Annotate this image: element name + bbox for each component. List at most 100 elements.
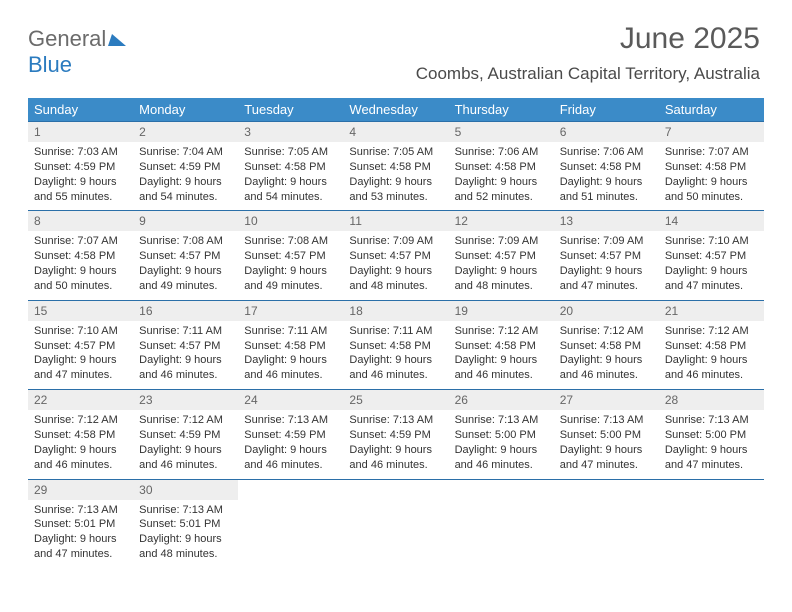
daylight-text: Daylight: 9 hours and 48 minutes. bbox=[349, 264, 442, 294]
day-number-cell: 18 bbox=[343, 300, 448, 321]
sunrise-text: Sunrise: 7:05 AM bbox=[349, 145, 442, 160]
sunset-text: Sunset: 4:58 PM bbox=[349, 160, 442, 175]
sunrise-text: Sunrise: 7:12 AM bbox=[455, 324, 548, 339]
sunset-text: Sunset: 4:57 PM bbox=[455, 249, 548, 264]
day-number-cell: 20 bbox=[554, 300, 659, 321]
day-content-row: Sunrise: 7:12 AMSunset: 4:58 PMDaylight:… bbox=[28, 410, 764, 479]
daylight-text: Daylight: 9 hours and 50 minutes. bbox=[34, 264, 127, 294]
logo-flag-icon bbox=[108, 32, 128, 48]
day-content-cell bbox=[238, 500, 343, 568]
daylight-text: Daylight: 9 hours and 46 minutes. bbox=[244, 443, 337, 473]
daylight-text: Daylight: 9 hours and 54 minutes. bbox=[139, 175, 232, 205]
sunrise-text: Sunrise: 7:11 AM bbox=[139, 324, 232, 339]
daylight-text: Daylight: 9 hours and 47 minutes. bbox=[34, 532, 127, 562]
sunrise-text: Sunrise: 7:12 AM bbox=[560, 324, 653, 339]
day-number-cell: 14 bbox=[659, 211, 764, 232]
day-number-cell: 6 bbox=[554, 122, 659, 143]
sunset-text: Sunset: 5:00 PM bbox=[560, 428, 653, 443]
sunrise-text: Sunrise: 7:05 AM bbox=[244, 145, 337, 160]
sunrise-text: Sunrise: 7:13 AM bbox=[349, 413, 442, 428]
sunrise-text: Sunrise: 7:10 AM bbox=[665, 234, 758, 249]
weekday-header: Friday bbox=[554, 98, 659, 122]
day-number-cell: 16 bbox=[133, 300, 238, 321]
day-content-row: Sunrise: 7:13 AMSunset: 5:01 PMDaylight:… bbox=[28, 500, 764, 568]
day-number-cell: 11 bbox=[343, 211, 448, 232]
day-content-cell: Sunrise: 7:10 AMSunset: 4:57 PMDaylight:… bbox=[659, 231, 764, 300]
day-number-cell: 25 bbox=[343, 390, 448, 411]
sunrise-text: Sunrise: 7:13 AM bbox=[560, 413, 653, 428]
day-number-cell: 17 bbox=[238, 300, 343, 321]
sunrise-text: Sunrise: 7:03 AM bbox=[34, 145, 127, 160]
day-content-cell: Sunrise: 7:10 AMSunset: 4:57 PMDaylight:… bbox=[28, 321, 133, 390]
day-content-cell: Sunrise: 7:05 AMSunset: 4:58 PMDaylight:… bbox=[238, 142, 343, 211]
day-number-row: 22232425262728 bbox=[28, 390, 764, 411]
sunset-text: Sunset: 5:01 PM bbox=[139, 517, 232, 532]
logo-text-2: Blue bbox=[28, 52, 72, 77]
day-number-row: 2930 bbox=[28, 479, 764, 500]
sunrise-text: Sunrise: 7:13 AM bbox=[139, 503, 232, 518]
weekday-header: Monday bbox=[133, 98, 238, 122]
daylight-text: Daylight: 9 hours and 51 minutes. bbox=[560, 175, 653, 205]
day-content-cell: Sunrise: 7:03 AMSunset: 4:59 PMDaylight:… bbox=[28, 142, 133, 211]
daylight-text: Daylight: 9 hours and 47 minutes. bbox=[560, 264, 653, 294]
day-content-cell: Sunrise: 7:13 AMSunset: 5:00 PMDaylight:… bbox=[659, 410, 764, 479]
daylight-text: Daylight: 9 hours and 49 minutes. bbox=[139, 264, 232, 294]
sunset-text: Sunset: 4:59 PM bbox=[139, 428, 232, 443]
day-number-cell: 19 bbox=[449, 300, 554, 321]
sunset-text: Sunset: 4:58 PM bbox=[455, 160, 548, 175]
sunset-text: Sunset: 4:58 PM bbox=[455, 339, 548, 354]
day-content-cell: Sunrise: 7:11 AMSunset: 4:58 PMDaylight:… bbox=[343, 321, 448, 390]
day-content-cell: Sunrise: 7:09 AMSunset: 4:57 PMDaylight:… bbox=[449, 231, 554, 300]
daylight-text: Daylight: 9 hours and 47 minutes. bbox=[665, 443, 758, 473]
sunset-text: Sunset: 5:00 PM bbox=[455, 428, 548, 443]
day-content-cell: Sunrise: 7:11 AMSunset: 4:58 PMDaylight:… bbox=[238, 321, 343, 390]
calendar-table: SundayMondayTuesdayWednesdayThursdayFrid… bbox=[28, 98, 764, 568]
day-number-cell: 15 bbox=[28, 300, 133, 321]
location-text: Coombs, Australian Capital Territory, Au… bbox=[416, 64, 760, 84]
day-content-cell: Sunrise: 7:06 AMSunset: 4:58 PMDaylight:… bbox=[449, 142, 554, 211]
sunrise-text: Sunrise: 7:09 AM bbox=[560, 234, 653, 249]
sunrise-text: Sunrise: 7:13 AM bbox=[34, 503, 127, 518]
day-content-cell: Sunrise: 7:12 AMSunset: 4:58 PMDaylight:… bbox=[659, 321, 764, 390]
sunrise-text: Sunrise: 7:13 AM bbox=[665, 413, 758, 428]
daylight-text: Daylight: 9 hours and 46 minutes. bbox=[560, 353, 653, 383]
sunrise-text: Sunrise: 7:06 AM bbox=[560, 145, 653, 160]
day-content-cell: Sunrise: 7:12 AMSunset: 4:59 PMDaylight:… bbox=[133, 410, 238, 479]
day-number-cell: 27 bbox=[554, 390, 659, 411]
daylight-text: Daylight: 9 hours and 46 minutes. bbox=[349, 443, 442, 473]
day-number-cell: 26 bbox=[449, 390, 554, 411]
day-number-cell bbox=[554, 479, 659, 500]
day-number-cell: 3 bbox=[238, 122, 343, 143]
day-content-cell bbox=[343, 500, 448, 568]
day-content-cell bbox=[449, 500, 554, 568]
day-number-cell: 4 bbox=[343, 122, 448, 143]
day-number-row: 1234567 bbox=[28, 122, 764, 143]
day-content-cell: Sunrise: 7:13 AMSunset: 4:59 PMDaylight:… bbox=[343, 410, 448, 479]
daylight-text: Daylight: 9 hours and 46 minutes. bbox=[139, 353, 232, 383]
weekday-header: Wednesday bbox=[343, 98, 448, 122]
sunset-text: Sunset: 4:58 PM bbox=[560, 160, 653, 175]
day-content-cell: Sunrise: 7:04 AMSunset: 4:59 PMDaylight:… bbox=[133, 142, 238, 211]
day-number-cell: 1 bbox=[28, 122, 133, 143]
day-content-cell: Sunrise: 7:09 AMSunset: 4:57 PMDaylight:… bbox=[343, 231, 448, 300]
day-number-cell bbox=[238, 479, 343, 500]
day-content-row: Sunrise: 7:07 AMSunset: 4:58 PMDaylight:… bbox=[28, 231, 764, 300]
sunset-text: Sunset: 4:58 PM bbox=[349, 339, 442, 354]
day-number-cell: 29 bbox=[28, 479, 133, 500]
day-content-cell: Sunrise: 7:08 AMSunset: 4:57 PMDaylight:… bbox=[238, 231, 343, 300]
daylight-text: Daylight: 9 hours and 48 minutes. bbox=[455, 264, 548, 294]
day-content-cell: Sunrise: 7:11 AMSunset: 4:57 PMDaylight:… bbox=[133, 321, 238, 390]
sunset-text: Sunset: 4:57 PM bbox=[244, 249, 337, 264]
sunset-text: Sunset: 4:57 PM bbox=[665, 249, 758, 264]
sunrise-text: Sunrise: 7:10 AM bbox=[34, 324, 127, 339]
sunrise-text: Sunrise: 7:08 AM bbox=[139, 234, 232, 249]
day-content-cell: Sunrise: 7:13 AMSunset: 4:59 PMDaylight:… bbox=[238, 410, 343, 479]
daylight-text: Daylight: 9 hours and 46 minutes. bbox=[455, 443, 548, 473]
sunrise-text: Sunrise: 7:13 AM bbox=[455, 413, 548, 428]
weekday-header: Saturday bbox=[659, 98, 764, 122]
daylight-text: Daylight: 9 hours and 46 minutes. bbox=[34, 443, 127, 473]
daylight-text: Daylight: 9 hours and 48 minutes. bbox=[139, 532, 232, 562]
day-content-cell: Sunrise: 7:12 AMSunset: 4:58 PMDaylight:… bbox=[28, 410, 133, 479]
sunset-text: Sunset: 4:57 PM bbox=[139, 339, 232, 354]
daylight-text: Daylight: 9 hours and 46 minutes. bbox=[139, 443, 232, 473]
